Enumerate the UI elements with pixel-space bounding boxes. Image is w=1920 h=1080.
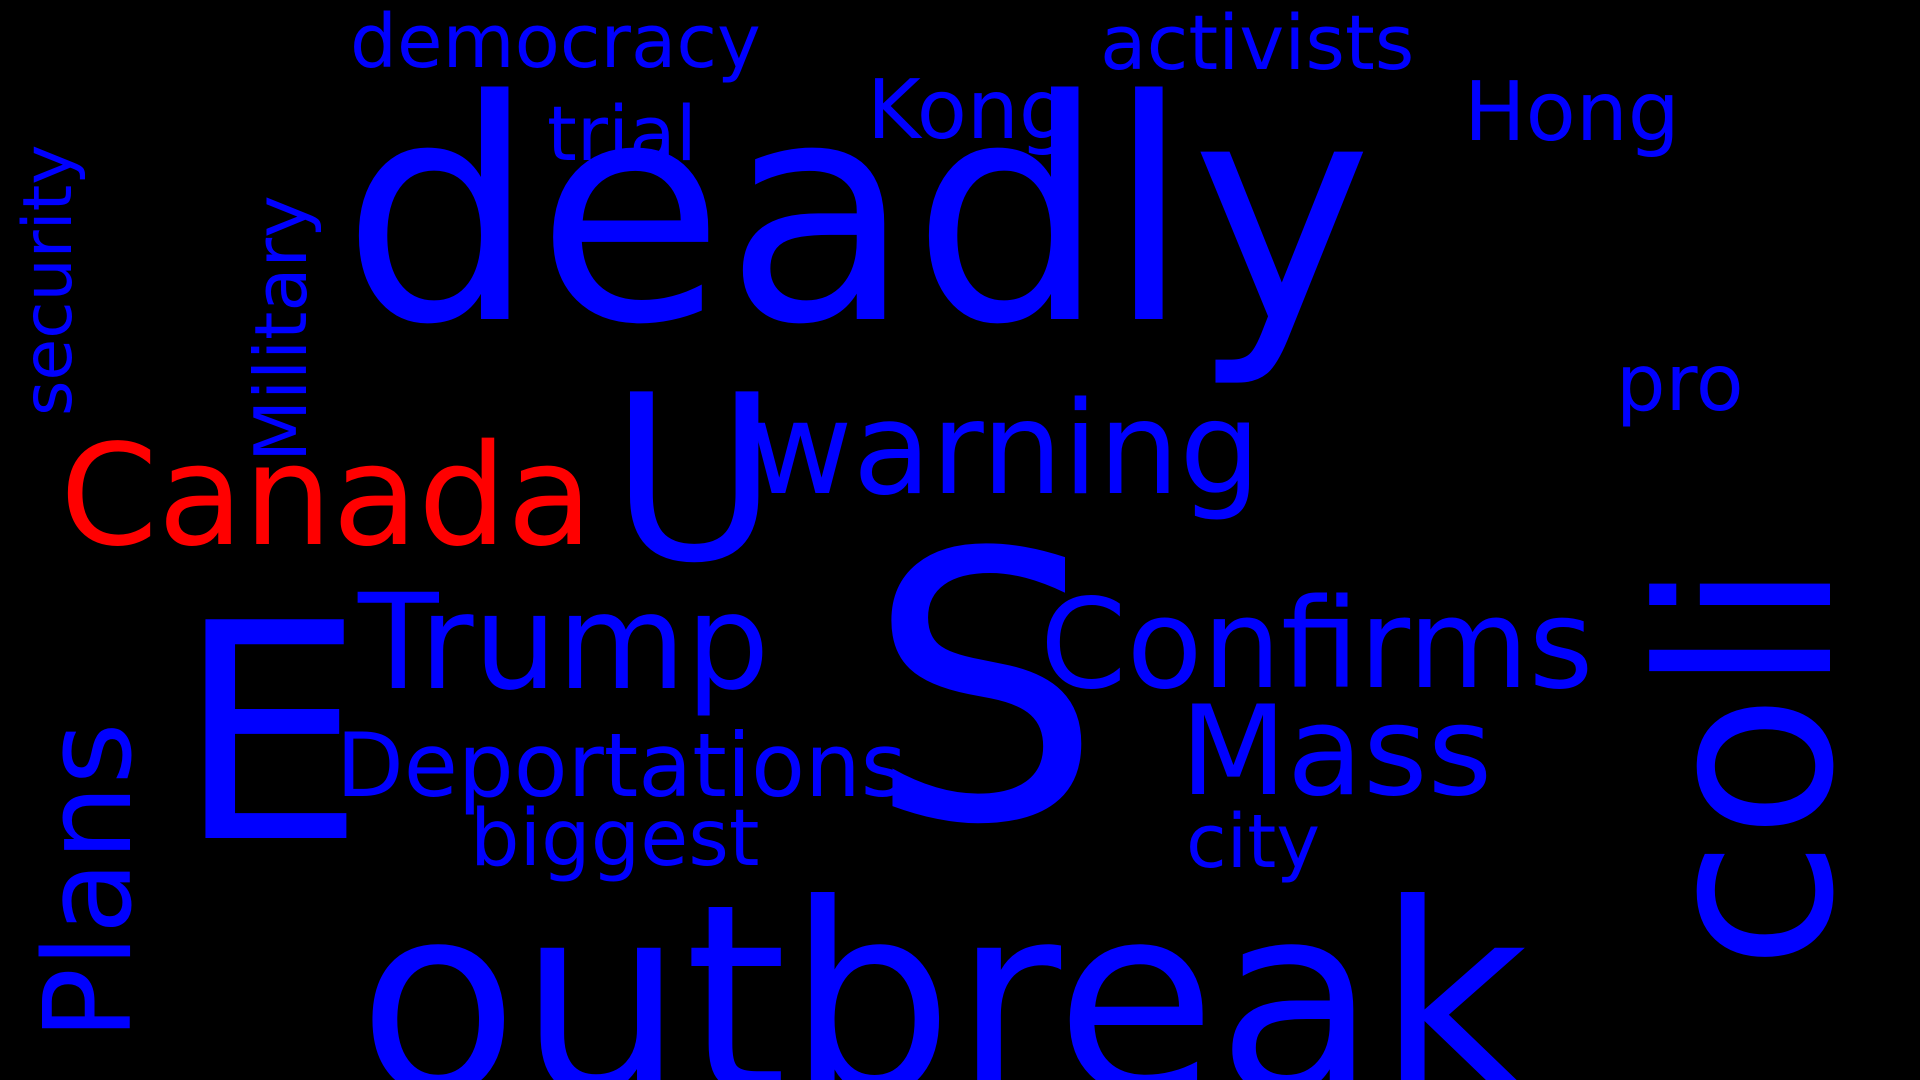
word-trump: Trump [358, 566, 770, 720]
word-security: security [9, 144, 88, 416]
word-outbreak: outbreak [358, 848, 1529, 1080]
word-hong: Hong [1464, 65, 1680, 160]
word-warning: warning [748, 375, 1261, 524]
word-confirms: Confirms [1040, 573, 1594, 717]
word-plans: Plans [20, 722, 159, 1040]
word-coli: coli [1610, 561, 1887, 970]
word-deportations: Deportations [336, 714, 907, 817]
word-s: S [867, 476, 1102, 906]
word-pro: pro [1616, 339, 1744, 429]
word-activists: activists [1100, 0, 1415, 87]
word-mass: Mass [1180, 680, 1493, 824]
word-canada: Canada [60, 415, 593, 578]
word-trial: trial [547, 89, 697, 178]
word-biggest: biggest [470, 794, 760, 884]
word-military: Military [239, 195, 323, 462]
word-city: city [1186, 799, 1321, 885]
word-democracy: democracy [350, 0, 761, 85]
word-u: U [610, 347, 779, 614]
word-e: E [176, 560, 366, 909]
word-deadly: deadly [342, 36, 1373, 392]
word-kong: Kong [867, 63, 1071, 158]
